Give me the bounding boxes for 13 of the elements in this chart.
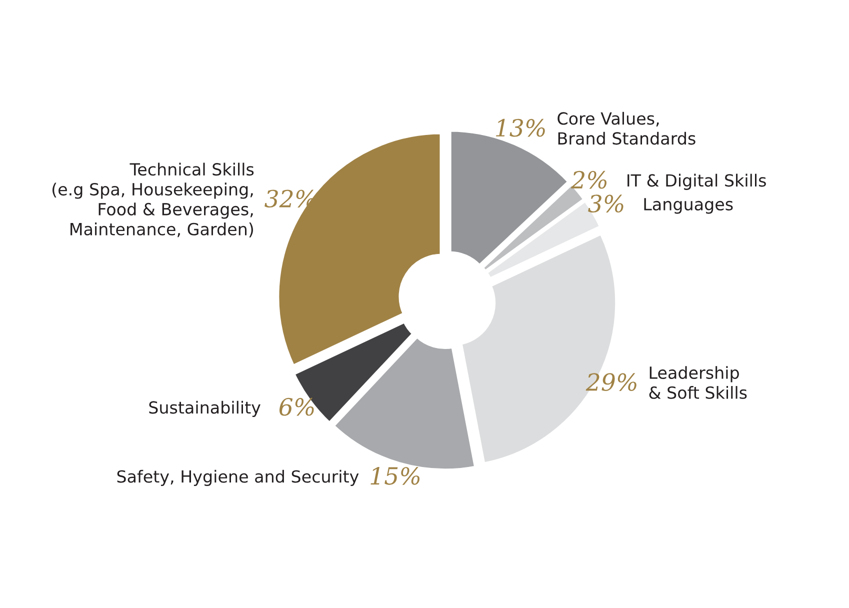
slice-label: Leadership & Soft Skills: [649, 366, 747, 399]
slice-label: IT & Digital Skills: [628, 174, 766, 190]
data-label: 6%: [280, 398, 314, 416]
data-label: 13%: [496, 118, 545, 137]
data-label: 29%: [586, 373, 636, 391]
slice-label: Languages: [644, 198, 733, 214]
slice-label: Sustainability: [149, 400, 260, 417]
data-label: 3%: [588, 194, 624, 213]
data-label: 15%: [370, 466, 420, 485]
slice-label: Safety, Hygiene and Security: [117, 470, 359, 486]
data-label: 2%: [570, 170, 607, 189]
slice-label: Technical Skills (e.g Spa, Housekeeping, Food & Beverages, Maintenance, Garden): [52, 162, 254, 238]
slice-label: Core Values, Brand Standards: [558, 112, 696, 145]
